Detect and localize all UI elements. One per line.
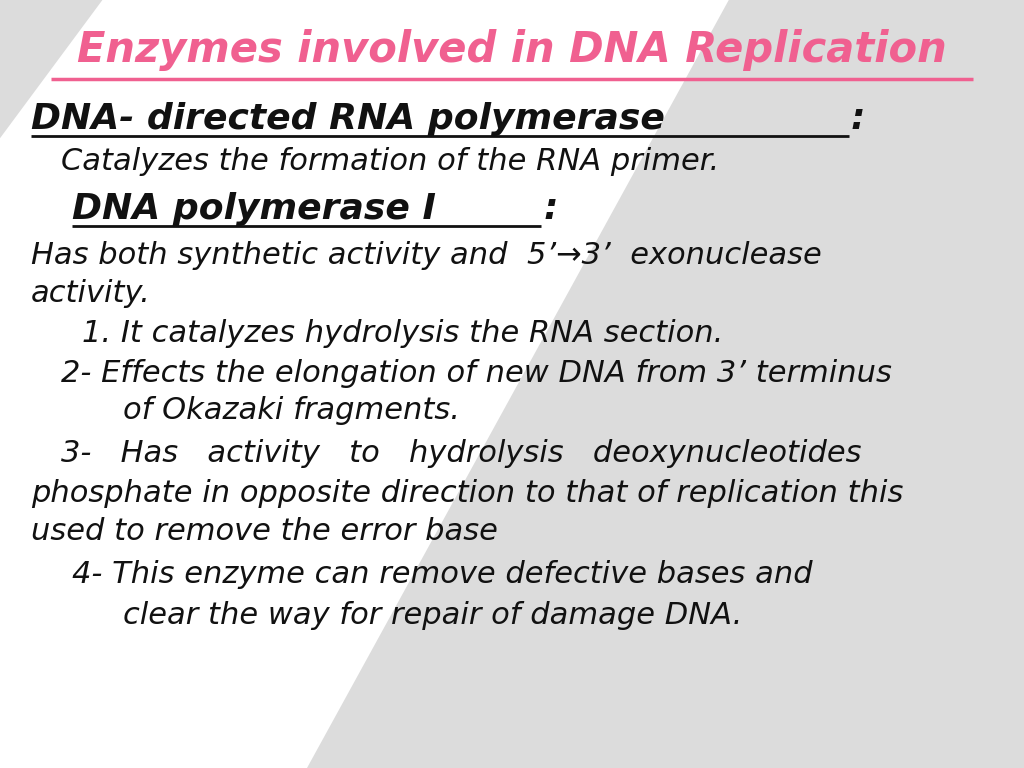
Text: DNA- directed RNA polymerase: DNA- directed RNA polymerase <box>31 102 665 136</box>
Text: DNA polymerase I: DNA polymerase I <box>72 192 435 226</box>
Text: activity.: activity. <box>31 279 151 308</box>
Polygon shape <box>307 0 1024 768</box>
Text: Has both synthetic activity and  5’→3’  exonuclease: Has both synthetic activity and 5’→3’ ex… <box>31 241 821 270</box>
Text: :: : <box>851 102 865 136</box>
Text: used to remove the error base: used to remove the error base <box>31 517 498 546</box>
Text: :: : <box>544 192 558 226</box>
Text: phosphate in opposite direction to that of replication this: phosphate in opposite direction to that … <box>31 478 903 508</box>
Text: 2- Effects the elongation of new DNA from 3’ terminus: 2- Effects the elongation of new DNA fro… <box>61 359 892 388</box>
Text: Catalyzes the formation of the RNA primer.: Catalyzes the formation of the RNA prime… <box>61 147 720 176</box>
Text: of Okazaki fragments.: of Okazaki fragments. <box>123 396 460 425</box>
Text: clear the way for repair of damage DNA.: clear the way for repair of damage DNA. <box>123 601 742 631</box>
Text: 4- This enzyme can remove defective bases and: 4- This enzyme can remove defective base… <box>72 560 812 589</box>
Polygon shape <box>0 0 102 138</box>
Text: 3-   Has   activity   to   hydrolysis   deoxynucleotides: 3- Has activity to hydrolysis deoxynucle… <box>61 439 862 468</box>
Text: Enzymes involved in DNA Replication: Enzymes involved in DNA Replication <box>77 29 947 71</box>
Text: 1. It catalyzes hydrolysis the RNA section.: 1. It catalyzes hydrolysis the RNA secti… <box>82 319 723 348</box>
